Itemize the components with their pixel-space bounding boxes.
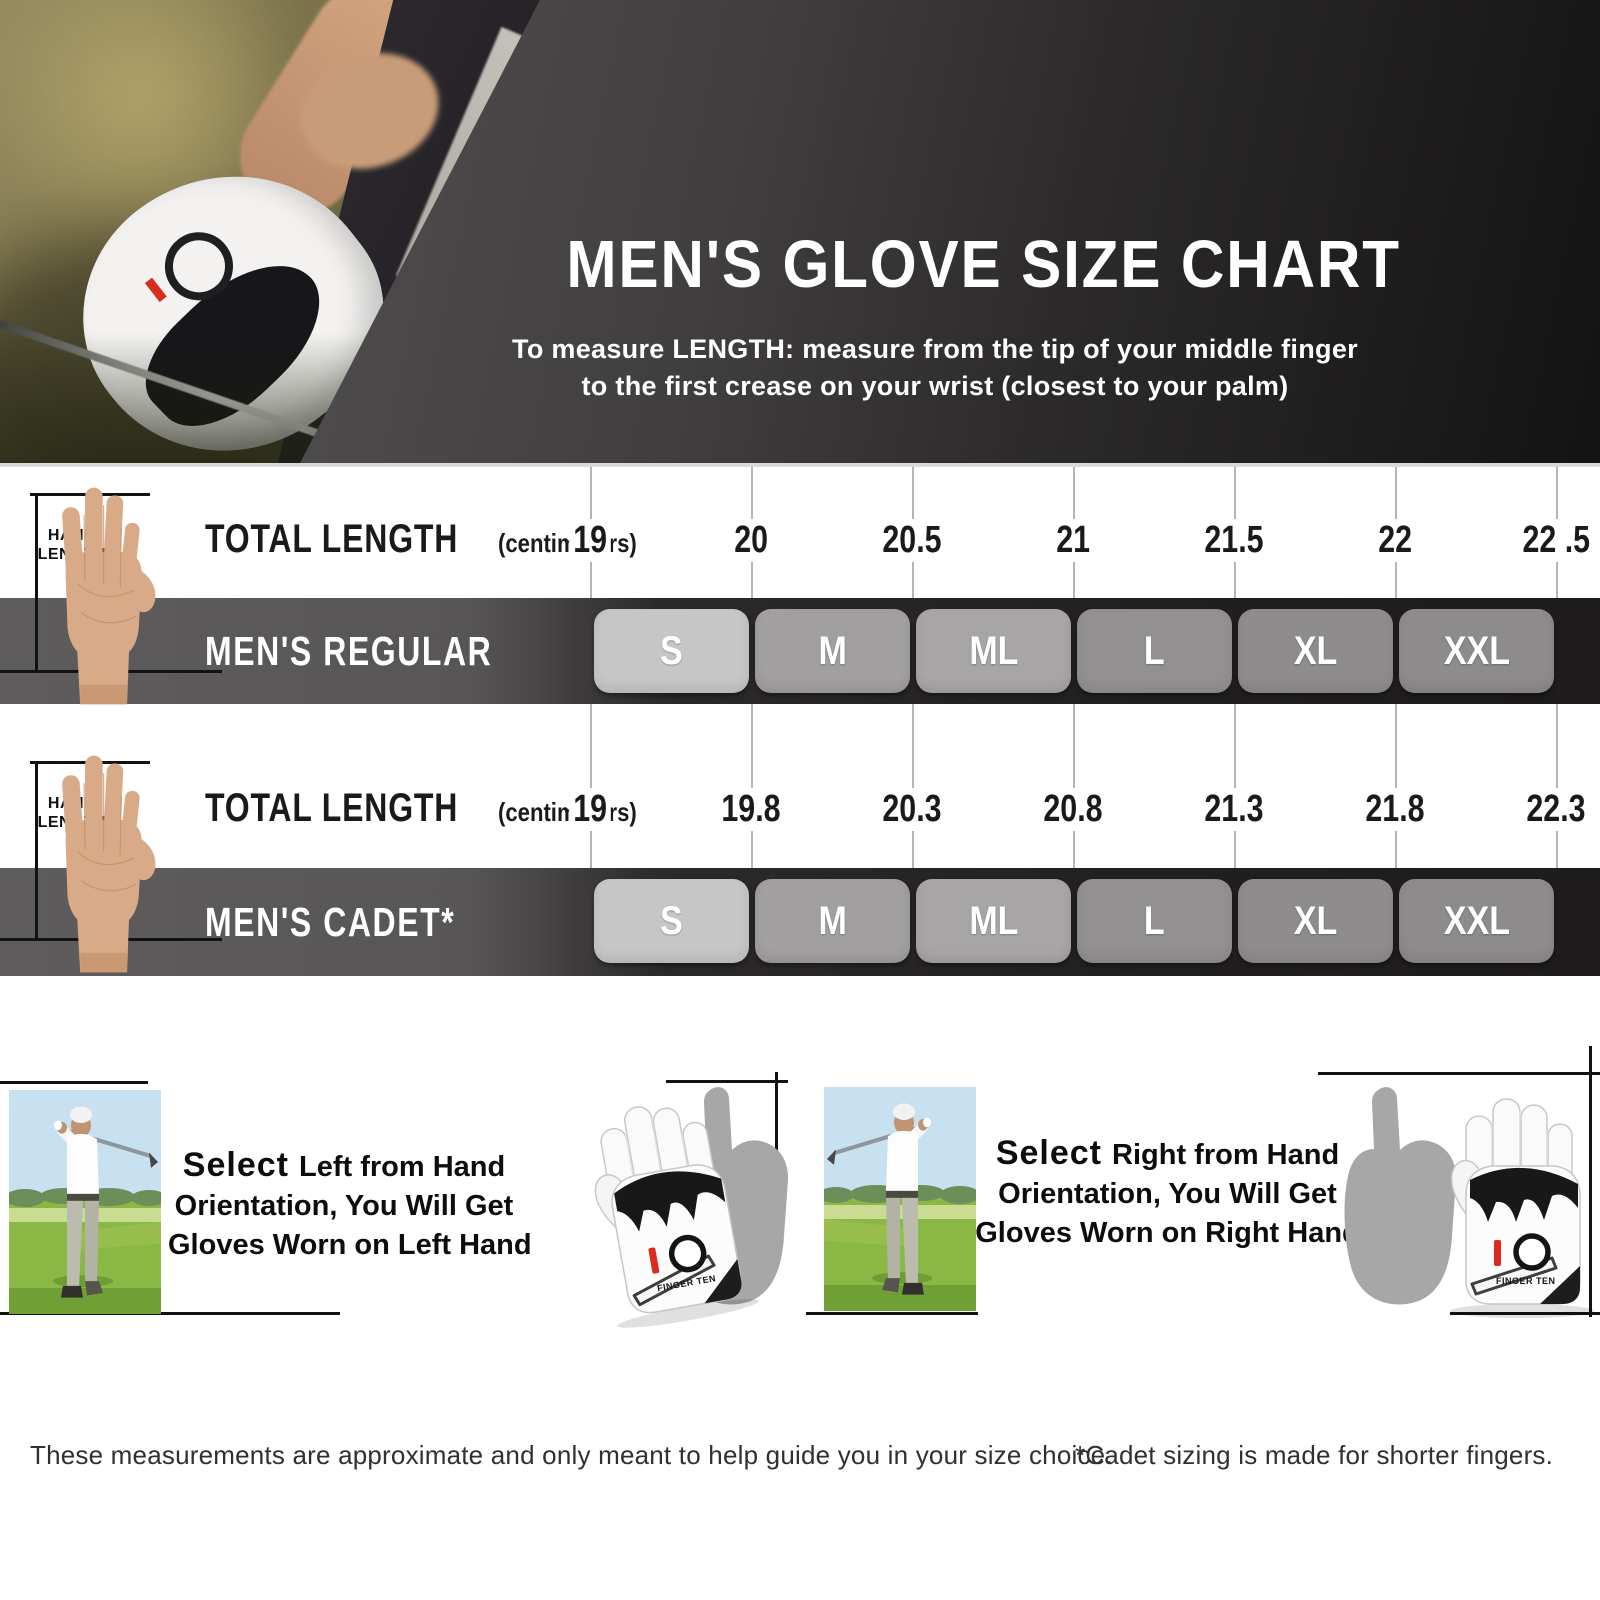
cadet-size-row: MEN'S CADET* S M ML L XL XXL bbox=[0, 868, 1600, 976]
cadet-length-scale: TOTAL LENGTH (centimeters) 19 19.8 20.3 … bbox=[0, 704, 1600, 868]
size-pill-xxl: XXL bbox=[1399, 609, 1554, 693]
row-label-cadet: MEN'S CADET* bbox=[205, 898, 456, 945]
left-hand-glove-image bbox=[562, 1084, 779, 1338]
tick-label: 20.3 bbox=[832, 788, 992, 831]
size-pill-m: M bbox=[755, 879, 910, 963]
axis-label-unit: (centimeters) bbox=[497, 528, 637, 558]
panel-rule-line bbox=[666, 1080, 788, 1083]
size-pill-s: S bbox=[594, 879, 749, 963]
tick-label: 20.8 bbox=[993, 788, 1153, 831]
golfer-photo-right bbox=[824, 1087, 976, 1311]
tick-label: 19 bbox=[510, 788, 670, 831]
instruction-line-1: To measure LENGTH: measure from the tip … bbox=[512, 334, 1358, 364]
gridline bbox=[1556, 704, 1558, 868]
tick-label: 21.3 bbox=[1154, 788, 1314, 831]
axis-label: TOTAL LENGTH (centimeters) bbox=[205, 786, 661, 831]
row-label-regular: MEN'S REGULAR bbox=[205, 627, 493, 674]
size-pill-xl: XL bbox=[1238, 609, 1393, 693]
regular-size-row: MEN'S REGULAR S M ML L XL XXL bbox=[0, 598, 1600, 704]
gridline bbox=[1395, 704, 1397, 868]
tick-label: 21.5 bbox=[1154, 519, 1314, 562]
size-pill-ml: ML bbox=[916, 879, 1071, 963]
panel-rule-line bbox=[0, 1312, 340, 1315]
hand-photo-diagram bbox=[48, 481, 170, 707]
page-title: MEN'S GLOVE SIZE CHART bbox=[566, 227, 1401, 302]
panel-rule-line bbox=[0, 1081, 148, 1084]
size-pill-xl: XL bbox=[1238, 879, 1393, 963]
tick-label: 22.3 bbox=[1476, 788, 1600, 831]
glove-logo-red-bar bbox=[144, 277, 167, 303]
dimension-line-vertical bbox=[35, 761, 38, 941]
size-pill-m: M bbox=[755, 609, 910, 693]
tick-label: 20.5 bbox=[832, 519, 992, 562]
panel-rule-line bbox=[1318, 1072, 1600, 1075]
divider bbox=[0, 463, 1600, 467]
tick-label: 21 bbox=[993, 519, 1153, 562]
tick-label: 21.8 bbox=[1315, 788, 1475, 831]
hand-photo-diagram bbox=[48, 749, 170, 975]
panel-rule-line bbox=[806, 1312, 978, 1315]
right-hand-glove-image bbox=[1432, 1094, 1600, 1320]
size-pill-xxl: XXL bbox=[1399, 879, 1554, 963]
size-pill-ml: ML bbox=[916, 609, 1071, 693]
panel-rule-line bbox=[1589, 1046, 1592, 1317]
left-hand-orientation-text: Select Left from Hand Orientation, You Wi… bbox=[168, 1146, 532, 1261]
gridline bbox=[751, 704, 753, 868]
select-word: Select bbox=[995, 1134, 1103, 1172]
right-hand-orientation-text: Select Right from Hand Orientation, You W… bbox=[975, 1134, 1360, 1249]
instruction-line-2: to the first crease on your wrist (close… bbox=[581, 371, 1289, 401]
axis-label-main: TOTAL LENGTH bbox=[205, 517, 459, 561]
size-pill-l: L bbox=[1077, 879, 1232, 963]
size-pill-s: S bbox=[594, 609, 749, 693]
measuring-instructions: To measure LENGTH: measure from the tip … bbox=[400, 331, 1470, 405]
tick-label: 19 bbox=[510, 519, 670, 562]
size-pill-l: L bbox=[1077, 609, 1232, 693]
gridline bbox=[590, 704, 592, 868]
tick-label: 19.8 bbox=[671, 788, 831, 831]
axis-label: TOTAL LENGTH (centimeters) bbox=[205, 517, 661, 562]
tick-label: 22 .5 bbox=[1476, 519, 1600, 562]
select-word: Select bbox=[182, 1146, 289, 1184]
dimension-line-vertical bbox=[35, 493, 38, 673]
hero-banner: MEN'S GLOVE SIZE CHART To measure LENGTH… bbox=[0, 0, 1600, 463]
tick-label: 20 bbox=[671, 519, 831, 562]
axis-label-main: TOTAL LENGTH bbox=[205, 786, 459, 830]
axis-label-unit: (centimeters) bbox=[497, 797, 637, 827]
golfer-photo-left bbox=[9, 1090, 161, 1314]
gridline bbox=[1073, 704, 1075, 868]
regular-length-scale: TOTAL LENGTH (centimeters) 19 20 20.5 21… bbox=[0, 467, 1600, 598]
gridline bbox=[912, 704, 914, 868]
gridline bbox=[1234, 704, 1236, 868]
footer-disclaimer: These measurements are approximate and o… bbox=[30, 1440, 1113, 1470]
footer-cadet-note: *Cadet sizing is made for shorter finger… bbox=[1075, 1440, 1554, 1470]
tick-label: 22 bbox=[1315, 519, 1475, 562]
